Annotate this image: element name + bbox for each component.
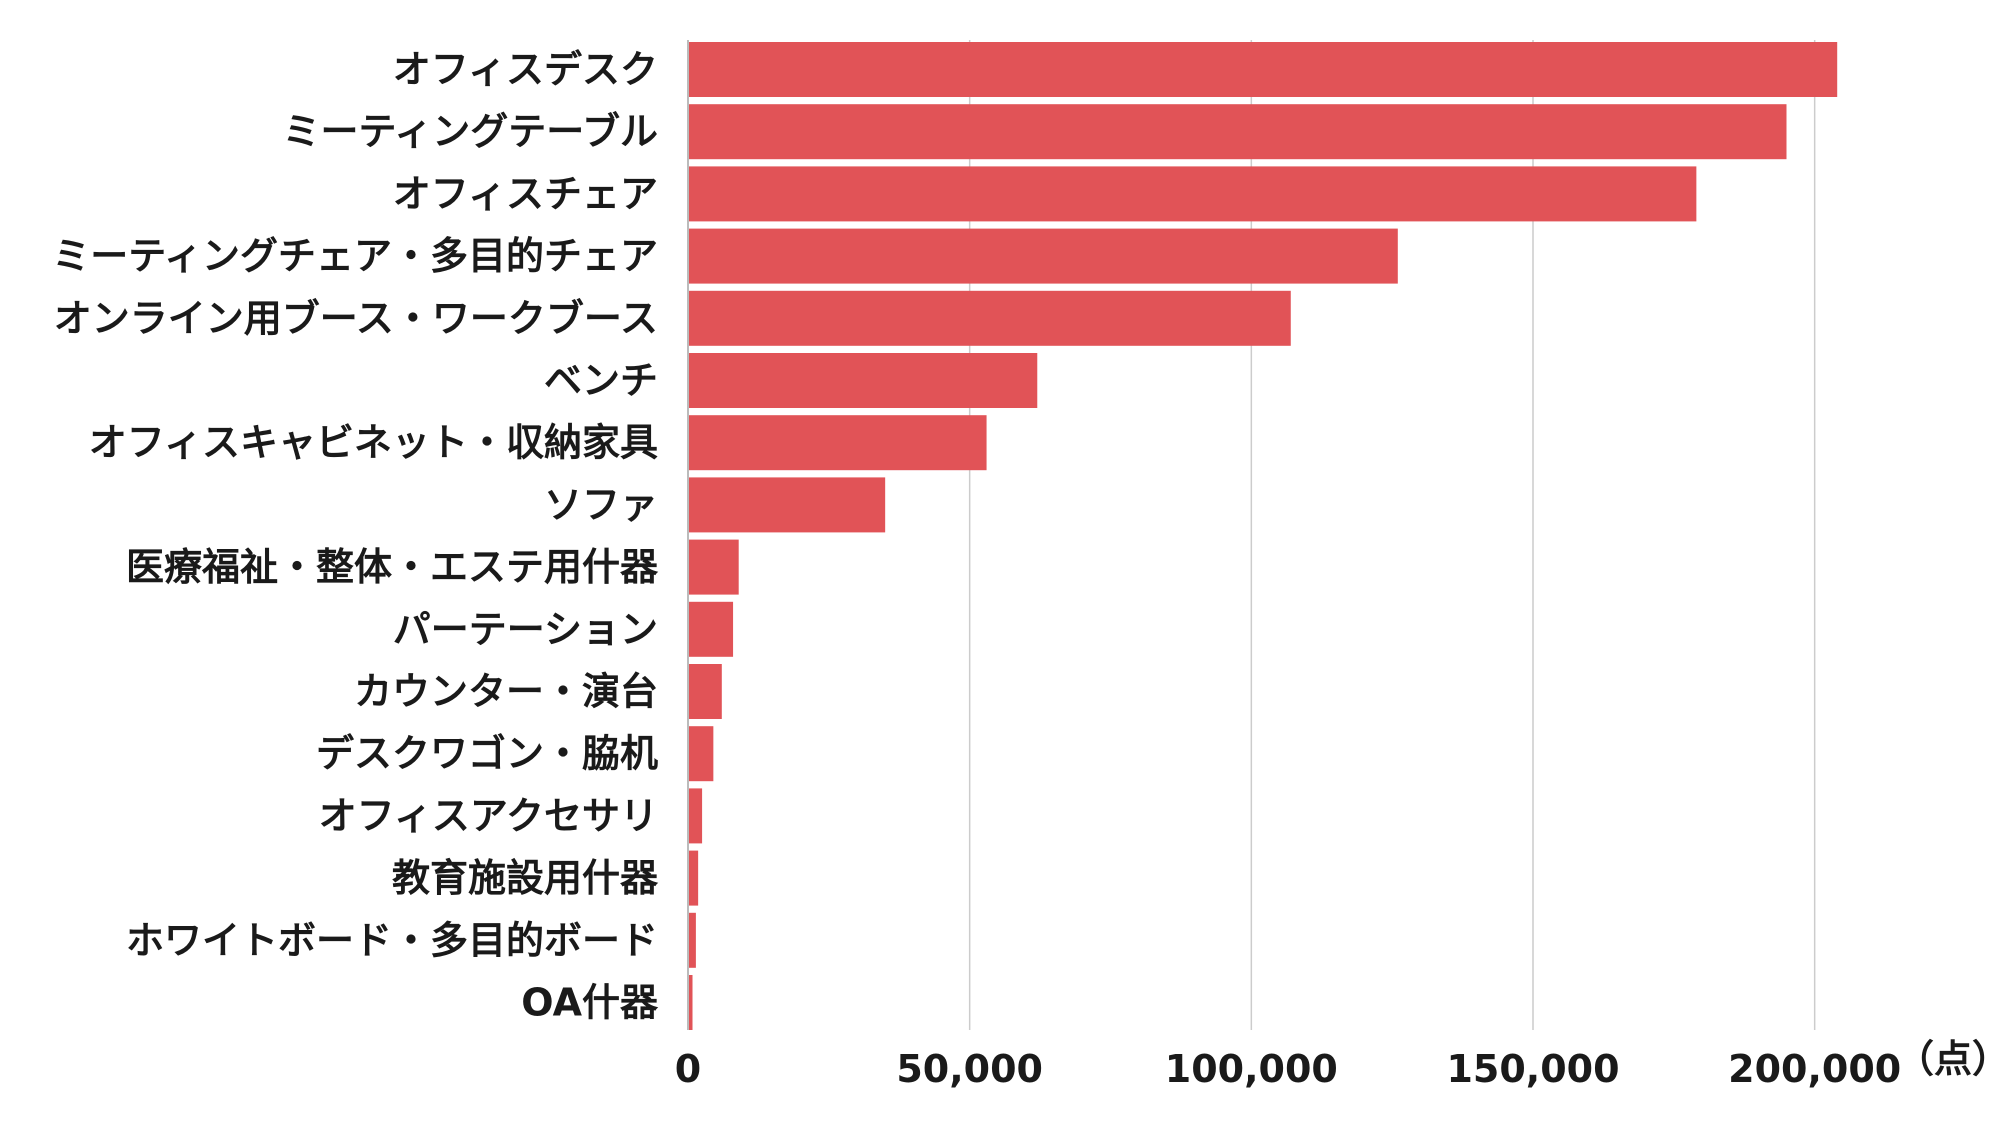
category-label: ホワイトボード・多目的ボード — [126, 918, 658, 962]
bar — [688, 228, 1398, 284]
x-tick-label: 0 — [675, 1047, 701, 1091]
bar — [688, 726, 714, 782]
category-label: ソファ — [544, 483, 658, 527]
category-label: パーテーション — [393, 607, 658, 651]
bar — [688, 415, 987, 471]
bar — [688, 166, 1697, 222]
unit-label: （点） — [1896, 1037, 1999, 1081]
category-label: ベンチ — [544, 359, 658, 403]
bar — [688, 975, 693, 1030]
bar — [688, 601, 734, 657]
bar — [688, 850, 699, 906]
category-labels: オフィスデスクミーティングテーブルオフィスチェアミーティングチェア・多目的チェア… — [52, 48, 659, 1025]
category-label: オフィスチェア — [393, 172, 658, 216]
bar — [688, 477, 886, 533]
bars — [688, 42, 1838, 1030]
bar — [688, 104, 1787, 160]
category-label: オフィスデスク — [393, 48, 658, 92]
x-tick-label: 150,000 — [1446, 1047, 1619, 1091]
category-label: デスクワゴン・脇机 — [316, 732, 658, 776]
category-label: カウンター・演台 — [354, 670, 658, 714]
category-label: 教育施設用什器 — [392, 856, 659, 900]
category-label: 医療福祉・整体・エステ用什器 — [126, 545, 659, 589]
x-tick-label: 200,000 — [1728, 1047, 1901, 1091]
bar — [688, 788, 703, 844]
bar — [688, 539, 739, 595]
x-tick-label: 50,000 — [896, 1047, 1043, 1091]
category-label: オンライン用ブース・ワークブース — [54, 296, 658, 340]
bar — [688, 664, 722, 719]
x-tick-labels: 0 50,000 100,000 150,000 200,000 — [675, 1047, 1901, 1091]
category-label: オフィスキャビネット・収納家具 — [89, 421, 658, 465]
category-label: ミーティングチェア・多目的チェア — [52, 234, 658, 278]
bar — [688, 912, 696, 968]
bar — [688, 353, 1038, 408]
bar — [688, 290, 1291, 346]
bar — [688, 42, 1838, 97]
x-tick-label: 100,000 — [1165, 1047, 1338, 1091]
category-label: OA什器 — [521, 981, 659, 1025]
category-label: ミーティングテーブル — [283, 110, 658, 154]
category-label: オフィスアクセサリ — [319, 794, 658, 838]
